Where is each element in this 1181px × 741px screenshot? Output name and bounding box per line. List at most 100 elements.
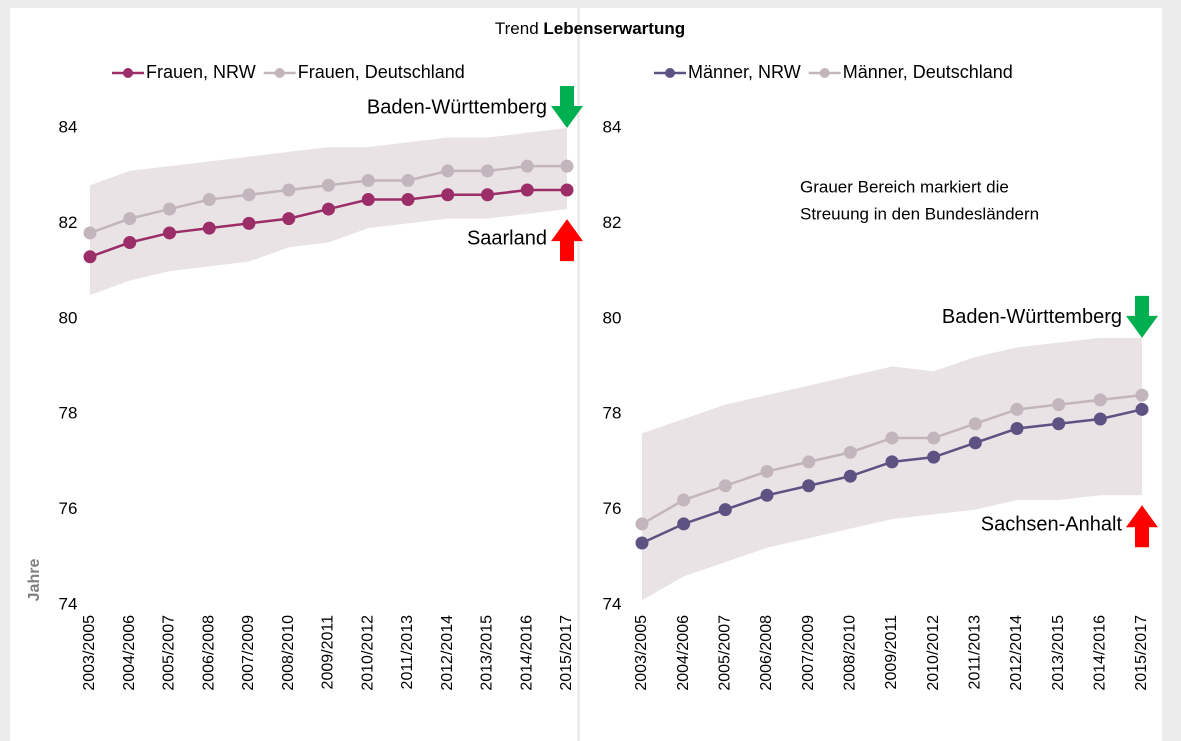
y-tick-label: 78 [603,404,622,423]
data-point [843,469,857,483]
data-point [401,173,415,187]
annotation: Baden-Württemberg [367,96,547,118]
legend-label: Männer, Deutschland [843,62,1013,82]
data-point [560,183,574,197]
data-point [83,250,97,264]
x-tick-label: 2003/2005 [81,615,98,691]
y-axis-label: Jahre [26,559,43,602]
x-tick-label: 2006/2008 [758,615,775,691]
legend-marker [665,68,675,78]
y-tick-label: 82 [603,213,622,232]
data-point [163,202,176,216]
data-point [520,183,534,197]
data-point [123,235,137,249]
data-point [83,226,97,240]
data-point [202,221,216,235]
data-point [361,173,375,187]
data-point [361,193,375,207]
data-point [635,517,649,531]
title-text: Trend [495,19,539,38]
y-tick-label: 84 [603,117,622,136]
data-point [520,159,534,173]
x-tick-label: 2007/2009 [800,615,817,691]
data-point [202,193,216,207]
data-point [560,159,574,173]
data-point [885,431,899,445]
x-tick-label: 2004/2006 [675,615,692,691]
x-tick-label: 2011/2013 [967,615,984,690]
annotation: Saarland [467,227,547,249]
x-tick-label: 2012/2014 [439,615,456,691]
chart-title: Trend Lebenserwartung [495,19,685,38]
data-point [1093,412,1107,426]
x-tick-label: 2010/2012 [925,615,942,691]
title-bold: Lebenserwartung [543,19,685,38]
data-point [1093,393,1107,407]
data-point [282,212,296,226]
data-point [401,193,415,207]
data-point [968,436,982,450]
annotation: Baden-Württemberg [942,306,1122,328]
x-tick-label: 2010/2012 [359,615,376,691]
legend-marker [123,68,133,78]
panel [10,8,577,741]
x-tick-label: 2004/2006 [121,615,138,691]
data-point [1010,402,1024,416]
x-tick-label: 2008/2010 [842,615,859,691]
x-tick-label: 2007/2009 [240,615,257,691]
x-tick-label: 2015/2017 [1133,615,1150,691]
data-point [927,431,941,445]
x-tick-label: 2009/2011 [883,615,900,690]
data-point [322,178,335,192]
data-point [1052,417,1066,431]
x-tick-label: 2013/2015 [479,615,496,691]
x-tick-label: 2008/2010 [280,615,297,691]
annotation-arrow [551,219,583,262]
legend-label: Männer, NRW [688,62,801,82]
data-point [242,188,256,202]
y-tick-label: 74 [59,594,78,613]
x-tick-label: 2005/2007 [717,615,734,691]
annotation-arrow [1126,505,1158,548]
legend-label: Frauen, NRW [146,62,256,82]
data-point [1135,402,1149,416]
data-point [1052,398,1066,412]
annotation: Sachsen-Anhalt [981,514,1123,536]
data-point [802,455,816,469]
data-point [718,503,732,517]
x-tick-label: 2011/2013 [399,615,416,690]
data-point [1010,422,1024,436]
x-tick-label: 2012/2014 [1008,615,1025,691]
data-point [163,226,176,240]
data-point [802,479,816,493]
note: Grauer Bereich markiert die [800,177,1009,196]
data-point [760,464,774,478]
data-point [885,455,899,469]
data-point [322,202,335,216]
data-point [481,188,494,202]
annotation-arrow [551,86,583,128]
x-tick-label: 2006/2008 [200,615,217,691]
y-tick-label: 80 [603,308,622,327]
y-tick-label: 76 [603,499,622,518]
data-point [282,183,296,197]
data-point [481,164,494,178]
legend-marker [274,68,285,78]
legend-label: Frauen, Deutschland [298,62,465,82]
y-tick-label: 74 [603,594,622,613]
x-tick-label: 2003/2005 [633,615,650,691]
data-point [242,216,256,230]
y-tick-label: 84 [59,117,78,136]
y-tick-label: 78 [59,404,78,423]
y-tick-label: 76 [59,499,78,518]
legend-marker [819,68,830,78]
data-point [1135,388,1149,402]
data-point [677,493,691,507]
y-tick-label: 82 [59,213,78,232]
x-tick-label: 2013/2015 [1050,615,1067,691]
y-tick-label: 80 [59,308,78,327]
x-tick-label: 2014/2016 [1092,615,1109,691]
data-point [843,445,857,459]
